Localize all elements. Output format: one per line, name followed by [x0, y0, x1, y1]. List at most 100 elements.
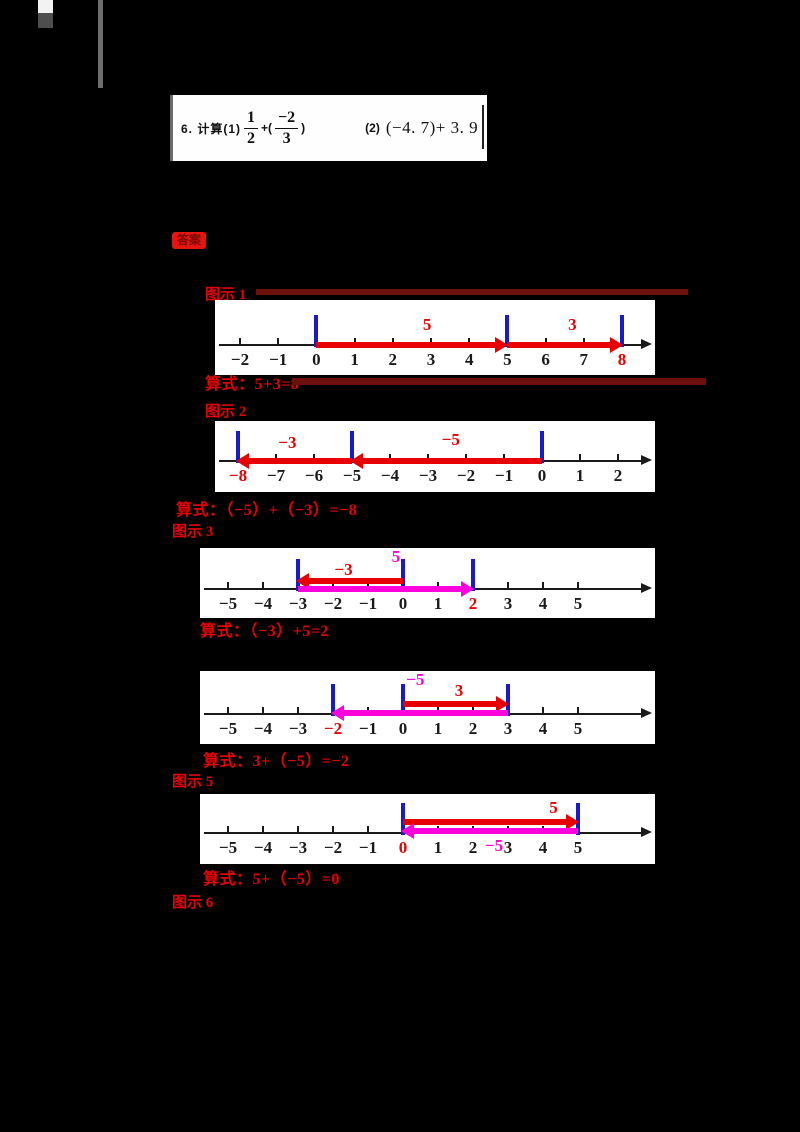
tick-label: 0 [398, 838, 408, 857]
number-line-figure-5: −5 −4 −3 −2 −1 0 1 2 3 4 5 5 −5 [200, 794, 655, 864]
tick-label: −1 [269, 350, 288, 369]
tick-mark [239, 338, 241, 345]
tick-label: 2 [468, 594, 478, 613]
tick-mark [367, 582, 369, 589]
tick-mark [262, 826, 264, 833]
arrow-value-label: 5 [391, 547, 401, 566]
position-marker-bar [540, 431, 544, 463]
tick-label: 3 [503, 594, 513, 613]
tick-mark [544, 338, 547, 345]
tick-mark [542, 707, 544, 714]
position-marker-bar [505, 315, 510, 347]
answer-badge: 答案 [172, 232, 207, 249]
tick-label: 5 [503, 350, 512, 369]
position-marker-bar [401, 559, 405, 591]
tick-label: −3 [288, 838, 308, 857]
vector-arrowhead [350, 453, 363, 469]
tick-label: −3 [288, 594, 308, 613]
number-line-figure-1: −2 −1 0 1 2 3 4 5 6 7 8 5 3 [215, 300, 655, 375]
tick-mark [367, 826, 369, 833]
tick-label: −2 [323, 719, 343, 738]
tick-label: −2 [230, 350, 250, 369]
number-line-figure-2: −8 −7 −6 −5 −4 −3 −2 −1 0 1 2 −5 −3 [215, 421, 655, 492]
divider-rule [256, 289, 688, 295]
tick-label: −1 [358, 719, 378, 738]
vector-arrowhead [236, 453, 249, 469]
tick-label: −4 [380, 466, 400, 485]
arrow-value-label: −5 [441, 430, 460, 449]
position-marker-bar [620, 315, 624, 347]
figure-label-2: 图示 2 [205, 404, 247, 420]
fraction-one-half: 1 2 [244, 109, 259, 147]
plus-open-paren: +( [261, 121, 273, 135]
vector-arrow-shaft [316, 342, 497, 348]
tick-label: 4 [538, 594, 548, 613]
number-line-figure-3: −5 −4 −3 −2 −1 0 1 2 3 4 5 −3 5 [200, 548, 655, 618]
position-marker-bar [350, 431, 354, 463]
box-edge-line [482, 105, 484, 149]
tick-label: −3 [418, 466, 438, 485]
tick-label: 2 [388, 350, 398, 369]
tick-mark [577, 707, 579, 714]
problem-number: 6. 计算(1) [181, 121, 242, 136]
tick-mark [468, 338, 471, 345]
tick-label: −4 [253, 594, 273, 613]
tick-label: 5 [573, 594, 583, 613]
tick-label: 6 [541, 350, 550, 369]
tick-label: −1 [494, 466, 514, 485]
tick-label: 1 [350, 350, 359, 369]
tick-label: −5 [218, 719, 238, 738]
tick-label: −5 [342, 466, 362, 485]
tick-label: 4 [538, 838, 548, 857]
tick-label: −4 [253, 838, 273, 857]
tick-mark [582, 338, 585, 345]
tick-mark [297, 707, 299, 714]
tick-label: 0 [537, 466, 547, 485]
figure-label-6: 图示 6 [172, 895, 214, 911]
arrow-value-label: −3 [334, 560, 353, 579]
vector-arrowhead [495, 337, 509, 353]
tick-label: 7 [579, 350, 589, 369]
vector-arrow-shaft [344, 710, 508, 716]
tick-mark [507, 582, 509, 589]
close-paren: ) [301, 121, 306, 135]
fraction-denominator: 2 [247, 130, 256, 147]
figure-label-1: 图示 1 [205, 287, 247, 303]
vector-arrowhead [496, 696, 509, 712]
tick-label: 8 [617, 350, 627, 369]
tick-label: 1 [433, 838, 443, 857]
tick-label: 4 [538, 719, 548, 738]
equation-1: 算式：5+3=8 [205, 376, 300, 393]
arrow-value-label: 3 [454, 681, 464, 700]
tick-label: −6 [304, 466, 324, 485]
fraction-numerator: −2 [275, 109, 299, 129]
vector-arrowhead [401, 823, 414, 839]
arrow-value-label: −5 [484, 836, 504, 855]
vector-arrow-shaft [403, 701, 497, 707]
vector-arrowhead [296, 573, 309, 589]
tick-mark [262, 582, 264, 589]
tick-label: −1 [358, 838, 378, 857]
position-marker-bar [236, 431, 240, 463]
part2-number: (2) [365, 121, 380, 135]
tick-mark [437, 582, 439, 589]
number-line-figure-4: −5 −4 −3 −2 −1 0 1 2 3 4 5 3 −5 [200, 671, 655, 744]
scan-artifact-gray [38, 13, 53, 28]
tick-mark [313, 454, 315, 461]
tick-label: 2 [468, 719, 478, 738]
axis-arrowhead [641, 339, 652, 349]
tick-label: −4 [253, 719, 273, 738]
part2-expression: (−4. 7)+ 3. 9 [385, 118, 479, 137]
tick-label: −5 [218, 594, 238, 613]
tick-label: 3 [503, 719, 513, 738]
fraction-denominator: 3 [282, 130, 291, 147]
tick-label: −2 [323, 838, 343, 857]
vector-arrow-shaft [298, 586, 462, 592]
tick-mark [577, 582, 579, 589]
tick-label: 2 [613, 466, 623, 485]
tick-label: 2 [468, 838, 478, 857]
tick-label: −8 [228, 466, 248, 485]
tick-label: 3 [503, 838, 513, 857]
tick-mark [465, 454, 467, 461]
